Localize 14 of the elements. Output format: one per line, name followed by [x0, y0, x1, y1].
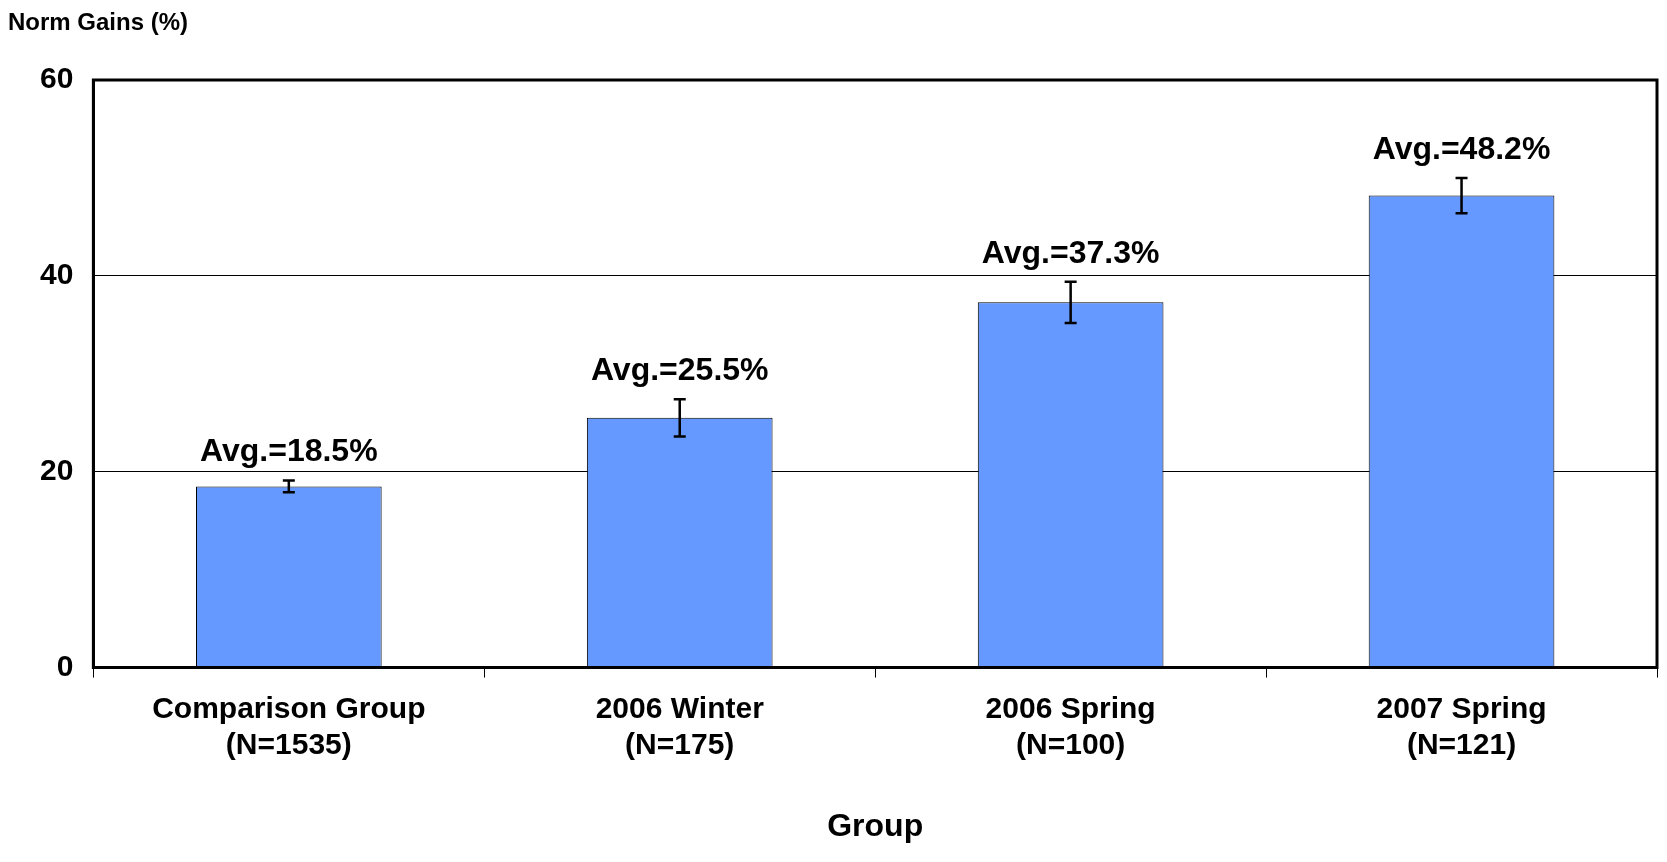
y-tick-label: 0: [56, 648, 74, 682]
x-tick-label: Comparison Group(N=1535): [152, 690, 426, 760]
x-tick-label: 2006 Winter (N=175): [595, 690, 765, 760]
y-tick-label: 60: [39, 61, 74, 95]
data-label: Avg.=37.3%: [981, 233, 1160, 270]
data-label: Avg.=18.5%: [200, 432, 378, 469]
y-tick-label: 40: [39, 257, 74, 291]
data-label: Avg.=25.5%: [590, 351, 769, 388]
x-tick-label: 2007 Spring (N=121): [1376, 690, 1547, 760]
y-tick-label: 20: [39, 453, 74, 486]
y-axis-title: Norm Gains (%): [8, 8, 189, 36]
x-tick-label: 2006 Spring (N=100): [985, 690, 1156, 760]
data-label: Avg.=48.2%: [1372, 129, 1551, 166]
x-axis-title: Group: [827, 806, 924, 843]
